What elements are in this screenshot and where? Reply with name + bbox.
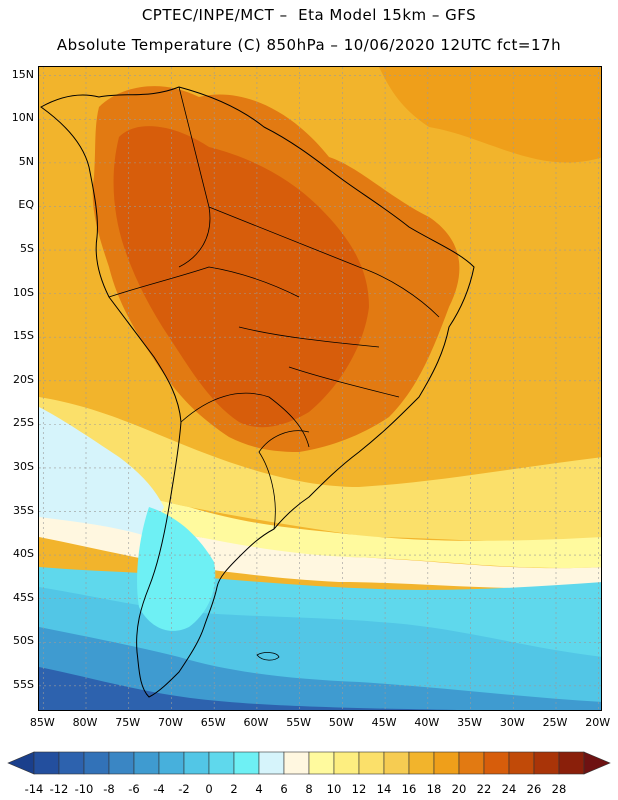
colorbar-swatch	[383, 751, 410, 775]
colorbar-swatch	[408, 751, 435, 775]
border-bolivia-paraguay	[180, 392, 310, 448]
colorbar-label: 10	[326, 782, 342, 796]
latitude-label: 45S	[13, 590, 34, 604]
latitude-label: 20S	[13, 372, 34, 386]
latitude-label: 15N	[11, 67, 34, 81]
latitude-label: 40S	[13, 547, 34, 561]
coastline	[40, 86, 475, 698]
colorbar-label: 26	[526, 782, 542, 796]
colorbar-label: 16	[401, 782, 417, 796]
colorbar-swatch	[158, 751, 185, 775]
colorbar-label: -10	[74, 782, 94, 796]
colorbar-swatch	[533, 751, 560, 775]
longitude-label: 50W	[328, 716, 354, 729]
colorbar-label: 6	[280, 782, 288, 796]
latitude-label: 10N	[11, 111, 34, 125]
latitude-label: 50S	[13, 634, 34, 648]
colorbar-swatch	[183, 751, 210, 775]
colorbar-swatch	[83, 751, 110, 775]
longitude-label: 75W	[115, 716, 141, 729]
colorbar-label: -12	[49, 782, 69, 796]
border-brazil-states-2	[238, 326, 380, 348]
continent-hot-core	[113, 126, 369, 428]
patagonia-cold-patch	[137, 507, 216, 631]
colorbar-swatch	[258, 751, 285, 775]
colorbar-label: 4	[255, 782, 263, 796]
map-canvas	[39, 67, 601, 710]
graticule	[39, 67, 601, 710]
latitude-label: 15S	[13, 329, 34, 343]
border-brazil-states	[208, 206, 440, 318]
north-atlantic-field	[379, 67, 601, 163]
latitude-label: EQ	[18, 198, 34, 212]
colorbar-swatch	[208, 751, 235, 775]
pacific-cool-tongue	[39, 407, 164, 537]
colorbar-label: 22	[476, 782, 492, 796]
colorbar-label: 28	[551, 782, 567, 796]
longitude-label: 85W	[29, 716, 55, 729]
mid-latitude-band	[39, 397, 601, 542]
colorbar-swatch	[358, 751, 385, 775]
border-brazil-states-3	[288, 366, 400, 398]
colorbar-label: 18	[426, 782, 442, 796]
latitude-label: 30S	[13, 459, 34, 473]
longitude-label: 80W	[72, 716, 98, 729]
colorbar-label: 8	[305, 782, 313, 796]
colorbar-label: 12	[351, 782, 367, 796]
longitude-label: 40W	[414, 716, 440, 729]
colorbar-swatch	[558, 751, 585, 775]
colorbar-label: 14	[376, 782, 392, 796]
colorbar-swatch	[33, 751, 60, 775]
colorbar-swatch	[108, 751, 135, 775]
border-argentina-brazil	[258, 430, 310, 530]
colorbar-label: -4	[153, 782, 165, 796]
colorbar-label: -14	[24, 782, 44, 796]
colorbar-max-extension	[583, 751, 611, 775]
latitude-label: 5N	[18, 154, 34, 168]
longitude-label: 20W	[585, 716, 611, 729]
colorbar-label: 20	[451, 782, 467, 796]
longitude-label: 55W	[286, 716, 312, 729]
colorbar-label: 2	[230, 782, 238, 796]
coldest-band	[39, 667, 458, 710]
longitude-label: 70W	[158, 716, 183, 729]
colorbar-swatch	[283, 751, 310, 775]
colorbar-swatch	[483, 751, 510, 775]
colorbar-label: -6	[128, 782, 140, 796]
colorbar-min-extension	[7, 751, 35, 775]
falkland-islands	[256, 652, 280, 661]
colder-band-2	[39, 627, 601, 710]
latitude-label: 55S	[13, 677, 34, 691]
colorbar-label: -2	[178, 782, 190, 796]
subtropical-band	[39, 467, 601, 568]
colorbar-swatch	[433, 751, 460, 775]
map-subtitle: Absolute Temperature (C) 850hPa – 10/06/…	[56, 36, 562, 54]
latitude-label: 5S	[20, 242, 34, 256]
map-title: CPTEC/INPE/MCT – Eta Model 15km – GFS	[141, 6, 477, 24]
colorbar-label: 24	[501, 782, 517, 796]
longitude-label: 30W	[499, 716, 525, 729]
colorbar-swatch	[58, 751, 85, 775]
border-colombia-venezuela	[178, 86, 211, 268]
colorbar-swatch	[458, 751, 485, 775]
longitude-label: 45W	[371, 716, 397, 729]
cream-band	[39, 507, 601, 589]
latitude-label: 25S	[13, 416, 34, 430]
colorbar-label: -8	[103, 782, 115, 796]
colorbar-swatch	[233, 751, 260, 775]
longitude-label: 60W	[243, 716, 269, 729]
border-peru-brazil	[108, 266, 300, 298]
longitude-label: 25W	[542, 716, 568, 729]
colorbar-swatch	[508, 751, 535, 775]
colorbar-swatch	[333, 751, 360, 775]
colorbar-swatch	[308, 751, 335, 775]
latitude-label: 35S	[13, 503, 34, 517]
longitude-label: 35W	[457, 716, 482, 729]
temperature-map	[38, 66, 602, 711]
colorbar-swatch	[133, 751, 160, 775]
colorbar	[7, 751, 611, 775]
latitude-label: 10S	[13, 285, 34, 299]
longitude-label: 65W	[200, 716, 226, 729]
colorbar-label: 0	[205, 782, 213, 796]
